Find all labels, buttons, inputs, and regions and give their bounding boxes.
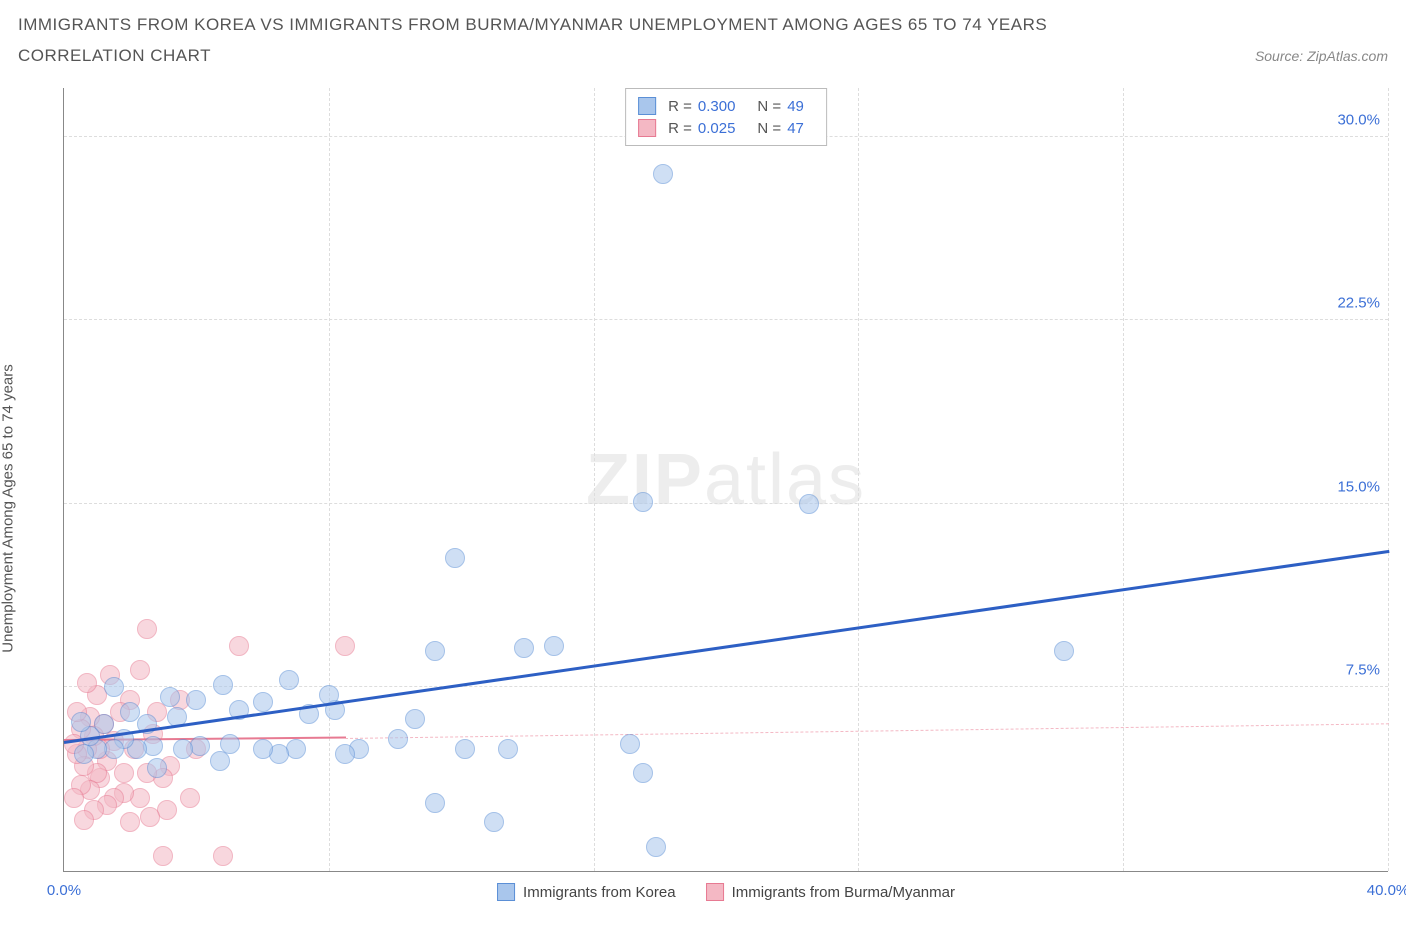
data-point xyxy=(620,734,640,754)
gridline-h xyxy=(64,686,1388,687)
chart-header: IMMIGRANTS FROM KOREA VS IMMIGRANTS FROM… xyxy=(0,0,1406,71)
data-point xyxy=(544,636,564,656)
data-point xyxy=(180,788,200,808)
gridline-v xyxy=(1388,88,1389,871)
data-point xyxy=(74,744,94,764)
y-axis-label: Unemployment Among Ages 65 to 74 years xyxy=(0,364,17,653)
data-point xyxy=(173,739,193,759)
r-value: 0.025 xyxy=(698,120,736,137)
data-point xyxy=(484,812,504,832)
x-tick-label: 40.0% xyxy=(1367,882,1406,899)
trend-line xyxy=(345,723,1388,739)
n-label: N = xyxy=(757,120,781,137)
n-value: 49 xyxy=(787,98,804,115)
data-point xyxy=(120,812,140,832)
n-label: N = xyxy=(757,98,781,115)
data-point xyxy=(153,846,173,866)
data-point xyxy=(1054,641,1074,661)
data-point xyxy=(213,846,233,866)
series-legend-label: Immigrants from Burma/Myanmar xyxy=(732,884,955,901)
data-point xyxy=(455,739,475,759)
x-tick-label: 0.0% xyxy=(47,882,81,899)
data-point xyxy=(71,712,91,732)
y-tick-label: 22.5% xyxy=(1337,295,1380,312)
data-point xyxy=(253,692,273,712)
data-point xyxy=(137,619,157,639)
r-label: R = xyxy=(668,98,692,115)
data-point xyxy=(646,837,666,857)
r-label: R = xyxy=(668,120,692,137)
data-point xyxy=(104,677,124,697)
legend-swatch xyxy=(638,97,656,115)
r-value: 0.300 xyxy=(698,98,736,115)
data-point xyxy=(388,729,408,749)
data-point xyxy=(74,810,94,830)
legend-swatch xyxy=(638,119,656,137)
series-legend-item: Immigrants from Korea xyxy=(497,883,676,901)
data-point xyxy=(253,739,273,759)
data-point xyxy=(335,744,355,764)
chart-title: IMMIGRANTS FROM KOREA VS IMMIGRANTS FROM… xyxy=(18,10,1388,41)
gridline-v xyxy=(1123,88,1124,871)
data-point xyxy=(425,641,445,661)
data-point xyxy=(445,548,465,568)
gridline-h xyxy=(64,503,1388,504)
data-point xyxy=(425,793,445,813)
series-legend: Immigrants from Korea Immigrants from Bur… xyxy=(497,883,955,901)
y-tick-label: 30.0% xyxy=(1337,111,1380,128)
trend-line xyxy=(64,550,1389,744)
y-tick-label: 7.5% xyxy=(1346,662,1380,679)
data-point xyxy=(77,673,97,693)
data-point xyxy=(498,739,518,759)
gridline-v xyxy=(594,88,595,871)
data-point xyxy=(514,638,534,658)
data-point xyxy=(140,807,160,827)
data-point xyxy=(130,660,150,680)
source-attribution: Source: ZipAtlas.com xyxy=(1255,48,1388,64)
data-point xyxy=(120,702,140,722)
legend-swatch xyxy=(706,883,724,901)
n-value: 47 xyxy=(787,120,804,137)
data-point xyxy=(160,687,180,707)
data-point xyxy=(335,636,355,656)
legend-swatch xyxy=(497,883,515,901)
series-legend-item: Immigrants from Burma/Myanmar xyxy=(706,883,955,901)
data-point xyxy=(633,492,653,512)
data-point xyxy=(279,670,299,690)
data-point xyxy=(147,758,167,778)
data-point xyxy=(229,636,249,656)
data-point xyxy=(210,751,230,771)
scatter-plot: ZIPatlas R =0.300N =49R =0.025N =47 Immi… xyxy=(63,88,1388,872)
stats-legend: R = 0.300 N = 49 R = 0.025 N = 47 xyxy=(625,88,827,146)
data-point xyxy=(633,763,653,783)
watermark: ZIPatlas xyxy=(586,439,866,521)
data-point xyxy=(114,763,134,783)
stats-legend-row: R = 0.025 N = 47 xyxy=(638,117,814,139)
data-point xyxy=(405,709,425,729)
chart-subtitle: CORRELATION CHART xyxy=(18,41,211,72)
chart-area: Unemployment Among Ages 65 to 74 years Z… xyxy=(18,88,1388,912)
data-point xyxy=(186,690,206,710)
stats-legend-row: R = 0.300 N = 49 xyxy=(638,95,814,117)
data-point xyxy=(64,788,84,808)
data-point xyxy=(653,164,673,184)
series-legend-label: Immigrants from Korea xyxy=(523,884,676,901)
data-point xyxy=(799,494,819,514)
y-tick-label: 15.0% xyxy=(1337,478,1380,495)
gridline-h xyxy=(64,319,1388,320)
gridline-v xyxy=(329,88,330,871)
gridline-v xyxy=(858,88,859,871)
data-point xyxy=(213,675,233,695)
